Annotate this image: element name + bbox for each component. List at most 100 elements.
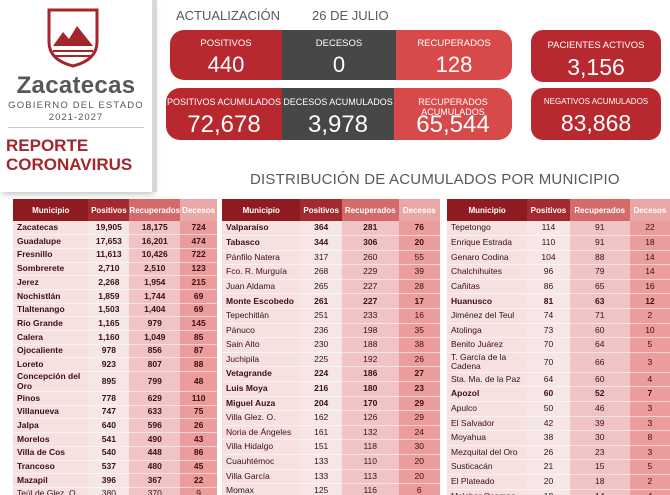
municipio-table-1: Municipio Positivos Recuperados Decesos Zaca…: [13, 199, 217, 495]
table-row: Villa Hidalgo 151 118 30: [222, 439, 440, 455]
recuperados-cell: 30: [569, 430, 630, 446]
decesos-cell: 26: [180, 418, 217, 434]
table-row: Apozol 60 52 7: [447, 386, 670, 403]
table-row: Moyahua 38 30 8: [447, 430, 670, 446]
positivos-cell: 317: [300, 250, 342, 266]
decesos-cell: 85: [180, 330, 217, 345]
table-row: Nochistlán 1,859 1,744 69: [13, 289, 217, 304]
municipio-cell: Huanusco: [447, 293, 528, 310]
decesos-cell: 2: [629, 474, 670, 490]
municipio-cell: Genaro Codina: [447, 250, 528, 266]
recuperados-cell: 10,426: [129, 248, 181, 263]
table-row: Jalpa 640 596 26: [13, 418, 217, 434]
positivos-cell: 21: [527, 459, 570, 475]
municipio-cell: Tlaltenango: [13, 303, 89, 318]
header-decesos: Decesos: [629, 199, 670, 221]
decesos-cell: 4: [629, 372, 670, 388]
recuperados-cell: 116: [341, 483, 399, 495]
recuperados-cell: 46: [569, 401, 630, 417]
recuperados-cell: 198: [341, 323, 399, 339]
positivos-cell: 344: [300, 235, 342, 251]
decesos-cell: 75: [180, 405, 217, 420]
decesos-cell: 28: [398, 279, 440, 295]
recuperados-cell: 192: [341, 352, 399, 368]
table-row: Sta. Ma. de la Paz 64 60 4: [447, 372, 670, 388]
municipio-cell: Benito Juárez: [447, 337, 528, 353]
recuperados-cell: 233: [341, 308, 399, 324]
decesos-cell: 6: [398, 483, 440, 495]
recuperados-cell: 79: [569, 264, 630, 280]
municipio-cell: Mazapil: [13, 473, 89, 488]
positivos-cell: 895: [88, 371, 130, 393]
municipio-cell: Valparaíso: [222, 221, 301, 237]
recuperados-cell: 229: [341, 264, 399, 280]
recuperados-cell: 16,201: [129, 234, 181, 249]
positivos-cell: 96: [527, 264, 570, 280]
table-row: Trancoso 537 480 45: [13, 460, 217, 475]
municipio-cell: Pinos: [13, 391, 89, 406]
decesos-cell: 38: [398, 337, 440, 353]
update-date: 26 DE JULIO: [312, 8, 389, 23]
positivos-cell: 18: [527, 489, 570, 495]
municipio-cell: Momax: [222, 483, 301, 495]
recuperados-cell: 23: [569, 445, 630, 461]
table-row: Momax 125 116 6: [222, 483, 440, 495]
municipio-cell: Nochistlán: [13, 289, 89, 304]
municipio-cell: Susticacán: [447, 459, 528, 475]
positivos-cell: 640: [88, 418, 130, 434]
municipio-cell: Pánuco: [222, 323, 301, 339]
table-row: El Salvador 42 39 3: [447, 416, 670, 432]
municipio-cell: Chalchihuites: [447, 264, 528, 280]
table-row: Atolinga 73 60 10: [447, 323, 670, 339]
municipio-cell: El Salvador: [447, 416, 528, 432]
positivos-cell: 216: [300, 381, 342, 397]
decesos-cell: 30: [398, 439, 440, 455]
positivos-cell: 778: [88, 391, 130, 406]
recuperados-cell: 60: [569, 372, 630, 388]
daily-positivos-label: POSITIVOS: [200, 38, 252, 49]
municipio-cell: Tepetongo: [447, 221, 528, 237]
municipio-cell: Enrique Estrada: [447, 235, 528, 251]
header-positivos: Positivos: [88, 199, 130, 221]
positivos-cell: 20: [527, 474, 570, 490]
positivos-cell: 540: [88, 446, 130, 461]
recuperados-cell: 448: [129, 446, 181, 461]
positivos-cell: 537: [88, 460, 130, 475]
recuperados-cell: 118: [341, 439, 399, 455]
table-row: Zacatecas 19,905 18,175 724: [13, 221, 217, 236]
positivos-cell: 74: [527, 308, 570, 324]
decesos-cell: 43: [180, 432, 217, 447]
decesos-cell: 45: [180, 460, 217, 475]
decesos-cell: 48: [180, 371, 217, 393]
municipio-cell: Trancoso: [13, 460, 89, 475]
municipio-cell: Mezquital del Oro: [447, 445, 528, 461]
municipio-cell: Zacatecas: [13, 221, 89, 236]
cumulative-decesos-value: 3,978: [307, 111, 369, 138]
cumulative-recuperados-label: RECUPERADOS ACUMULADOS: [418, 97, 488, 117]
daily-recuperados: RECUPERADOS 128: [396, 30, 512, 80]
decesos-cell: 24: [398, 425, 440, 441]
recuperados-cell: 1,404: [129, 303, 181, 318]
positivos-cell: 86: [527, 279, 570, 295]
recuperados-cell: 367: [129, 473, 181, 488]
recuperados-cell: 370: [129, 487, 181, 495]
table-row: Ojocaliente 978 856 87: [13, 344, 217, 359]
daily-recuperados-value: 128: [435, 52, 473, 77]
municipio-cell: Moyahua: [447, 430, 528, 446]
report-title-line1: REPORTE: [6, 136, 89, 155]
recuperados-cell: 306: [341, 235, 399, 251]
recuperados-cell: 260: [341, 250, 399, 266]
recuperados-cell: 132: [341, 425, 399, 441]
municipio-cell: Jerez: [13, 275, 89, 290]
decesos-cell: 14: [629, 264, 670, 280]
municipio-cell: Sta. Ma. de la Paz: [447, 372, 528, 388]
table-row: Jiménez del Teul 74 71 2: [447, 308, 670, 324]
table-row: Concepción del Oro 895 799 48: [13, 371, 217, 393]
positivos-cell: 70: [527, 352, 570, 373]
positivos-cell: 268: [300, 264, 342, 280]
decesos-cell: 110: [180, 391, 217, 406]
recuperados-cell: 490: [129, 432, 181, 447]
table-row: Pinos 778 629 110: [13, 391, 217, 406]
decesos-cell: 4: [629, 489, 670, 495]
municipio-cell: Juan Aldama: [222, 279, 301, 295]
